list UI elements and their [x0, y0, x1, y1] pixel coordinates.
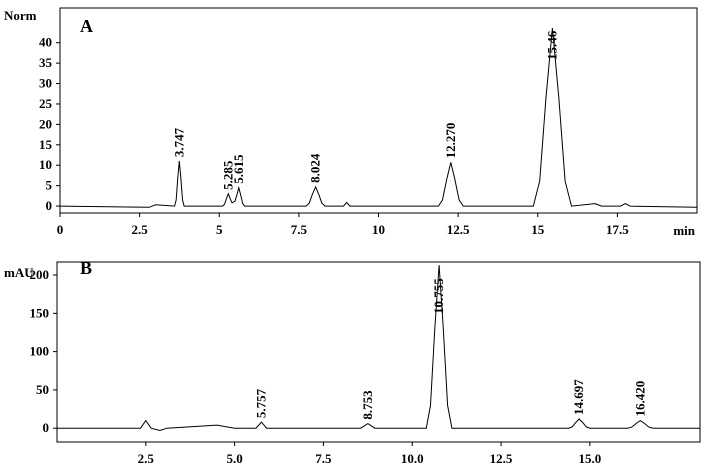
peak-label: 8.024 — [308, 153, 323, 183]
y-tick-label: 30 — [39, 76, 52, 91]
y-tick-label: 200 — [30, 267, 50, 282]
x-tick-label: 7.5 — [315, 451, 332, 466]
peak-label: 16.420 — [632, 381, 647, 417]
peak-label: 14.697 — [571, 379, 586, 415]
peak-label: 15.46 — [544, 30, 559, 60]
panel-label: A — [80, 16, 93, 36]
y-tick-label: 40 — [39, 35, 52, 50]
y-tick-label: 10 — [39, 157, 52, 172]
x-tick-label: 2.5 — [132, 222, 149, 237]
peak-label: 8.753 — [360, 390, 375, 420]
panel-label: B — [80, 258, 92, 278]
y-axis-label: Norm — [4, 8, 37, 23]
x-axis-label: min — [673, 223, 695, 238]
peak-label: 5.615 — [231, 154, 246, 184]
x-tick-label: 5 — [216, 222, 223, 237]
peak-label: 12.270 — [443, 123, 458, 159]
peak-label: 5.757 — [254, 388, 269, 418]
x-tick-label: 7.5 — [291, 222, 308, 237]
y-tick-label: 0 — [43, 420, 50, 435]
x-tick-label: 15.0 — [578, 451, 601, 466]
plot-frame — [56, 261, 701, 443]
x-tick-label: 5.0 — [226, 451, 242, 466]
x-tick-label: 12.5 — [490, 451, 513, 466]
x-tick-label: 15 — [531, 222, 545, 237]
x-tick-label: 10.0 — [401, 451, 424, 466]
peak-label: 10.755 — [431, 278, 446, 314]
x-tick-label: 17.5 — [606, 222, 629, 237]
trace — [57, 265, 700, 432]
y-axis-label: mAU — [4, 265, 34, 280]
y-tick-label: 100 — [30, 344, 50, 359]
y-tick-label: 5 — [46, 178, 53, 193]
y-tick-label: 50 — [36, 382, 49, 397]
y-tick-label: 25 — [39, 96, 53, 111]
x-tick-label: 0 — [57, 222, 64, 237]
plot-frame — [59, 7, 698, 214]
trace — [59, 27, 698, 208]
y-tick-label: 35 — [39, 55, 53, 70]
y-tick-label: 20 — [39, 116, 52, 131]
y-tick-label: 0 — [46, 198, 53, 213]
y-tick-label: 150 — [30, 305, 50, 320]
peak-label: 5.285 — [220, 160, 235, 190]
peak-label: 3.747 — [171, 127, 186, 157]
x-tick-label: 10 — [372, 222, 385, 237]
x-tick-label: 2.5 — [138, 451, 155, 466]
x-tick-label: 12.5 — [447, 222, 470, 237]
y-tick-label: 15 — [39, 137, 53, 152]
